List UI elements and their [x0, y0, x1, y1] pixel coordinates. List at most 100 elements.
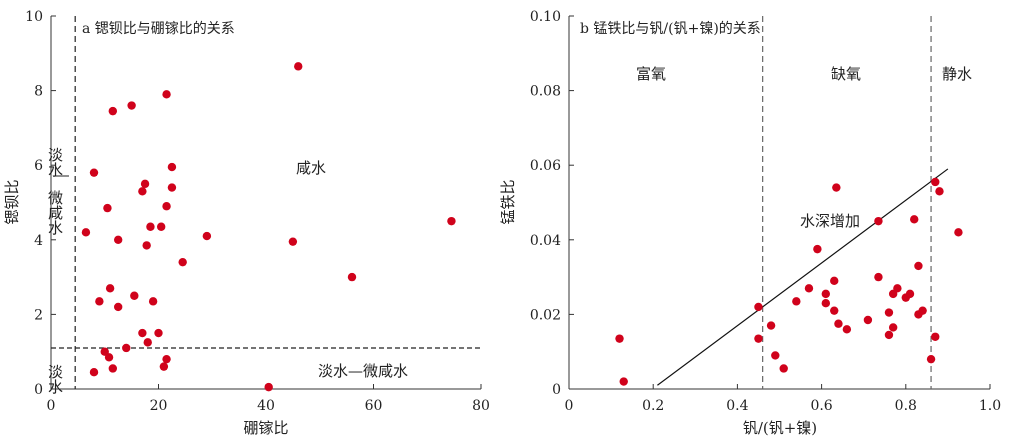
data-point: [108, 106, 118, 116]
data-point: [935, 187, 944, 196]
data-point: [888, 323, 898, 332]
data-point: [89, 368, 99, 377]
data-point: [771, 351, 780, 360]
panel-b-title: b 锰铁比与钒/(钒+镍)的关系: [580, 21, 761, 37]
x-tick-label: 0.4: [726, 398, 748, 414]
data-point: [804, 284, 814, 293]
y-tick-label: 0.04: [530, 233, 561, 249]
data-point: [167, 183, 177, 192]
region-label-oxic: 富氧: [636, 65, 666, 83]
data-point: [148, 297, 158, 306]
trend-line-label: 水深增加: [800, 212, 860, 230]
data-point: [103, 203, 112, 213]
panel-b-y-axis-label: 锰铁比: [499, 179, 517, 224]
data-point: [830, 276, 839, 286]
data-point: [167, 162, 177, 172]
y-tick-label: 0: [552, 382, 561, 398]
data-point: [294, 62, 303, 71]
y-tick-label: 0.10: [530, 9, 561, 25]
data-point: [619, 377, 628, 386]
data-point: [893, 284, 902, 293]
data-point: [89, 168, 99, 177]
data-point: [832, 183, 841, 192]
data-point: [264, 382, 273, 392]
x-tick-label: 0.2: [642, 398, 664, 414]
region-label-brackish: 微咸水: [46, 190, 64, 235]
x-tick-label: 1.0: [979, 398, 1001, 414]
data-point: [842, 325, 852, 334]
x-tick-label: 80: [472, 398, 490, 414]
y-tick-label: 0: [34, 382, 43, 398]
data-point: [162, 354, 171, 364]
data-point: [113, 302, 123, 312]
data-point: [347, 272, 357, 282]
panel-a-y-axis-label: 锶钡比: [3, 179, 21, 224]
y-tick-label: 0.02: [530, 307, 561, 323]
x-tick-label: 0: [565, 398, 574, 414]
y-tick-label: 0.08: [530, 84, 561, 100]
x-tick-label: 20: [150, 398, 168, 414]
x-tick-label: 40: [257, 398, 275, 414]
data-point: [931, 332, 940, 341]
data-point: [162, 202, 171, 211]
x-tick-label: 60: [365, 398, 383, 414]
data-point: [910, 215, 919, 224]
data-point: [288, 237, 298, 246]
data-point: [154, 328, 163, 338]
data-point: [813, 244, 822, 254]
trend-line: [657, 168, 949, 386]
data-point: [108, 364, 118, 373]
data-point: [447, 216, 456, 226]
data-point: [140, 179, 150, 189]
chart-panel-b: b 锰铁比与钒/(钒+镍)的关系 钒/(钒+镍) 锰铁比 0 0.2 0.4 0.6 0…: [499, 9, 1001, 437]
data-point: [779, 364, 788, 373]
data-point: [615, 334, 624, 343]
data-point: [834, 319, 843, 328]
data-point: [830, 306, 839, 315]
panel-b-x-axis-label: 钒/(钒+镍): [743, 419, 817, 437]
y-tick-label: 8: [34, 84, 43, 100]
region-label-anoxic: 缺氧: [831, 65, 861, 83]
chart-panel-a: a 锶钡比与硼镓比的关系 硼镓比 锶钡比 0 20 40 60 80 0 2 4 6 8 10 淡水…: [3, 9, 490, 437]
region-label-saltwater: 咸水: [296, 159, 326, 177]
data-point: [884, 308, 894, 317]
data-point: [159, 362, 169, 371]
data-point: [162, 90, 171, 99]
data-point: [754, 334, 763, 343]
region-label-fresh-brackish: 淡水—微咸水: [318, 362, 408, 380]
data-point: [926, 354, 936, 364]
data-point: [95, 297, 104, 306]
data-point: [884, 330, 894, 340]
data-point: [914, 261, 923, 271]
region-label-still-water: 静水: [942, 65, 972, 83]
data-point: [931, 177, 940, 187]
x-tick-label: 0.8: [895, 398, 917, 414]
data-point: [754, 302, 763, 312]
data-point: [81, 228, 91, 237]
x-tick-label: 0: [47, 398, 56, 414]
data-point: [792, 297, 801, 306]
data-point: [104, 353, 114, 362]
data-point: [874, 272, 883, 282]
data-point: [863, 315, 873, 325]
data-point: [138, 187, 147, 196]
data-point: [127, 101, 136, 110]
y-tick-label: 2: [34, 307, 43, 323]
data-point: [113, 235, 123, 244]
data-point: [821, 289, 831, 299]
data-point: [105, 284, 115, 293]
data-point: [766, 321, 776, 330]
data-point: [178, 257, 187, 267]
data-point: [905, 289, 915, 299]
region-label-freshwater-upper: 淡水: [46, 147, 64, 177]
panel-a-title: a 锶钡比与硼镓比的关系: [82, 21, 235, 37]
y-tick-label: 0.06: [530, 158, 561, 174]
data-point: [874, 216, 883, 226]
x-tick-label: 0.6: [810, 398, 832, 414]
panel-a-x-axis-label: 硼镓比: [243, 419, 288, 437]
data-point: [918, 306, 927, 315]
y-tick-label: 4: [34, 233, 43, 249]
y-tick-label: 6: [34, 158, 43, 174]
data-point: [143, 338, 152, 347]
